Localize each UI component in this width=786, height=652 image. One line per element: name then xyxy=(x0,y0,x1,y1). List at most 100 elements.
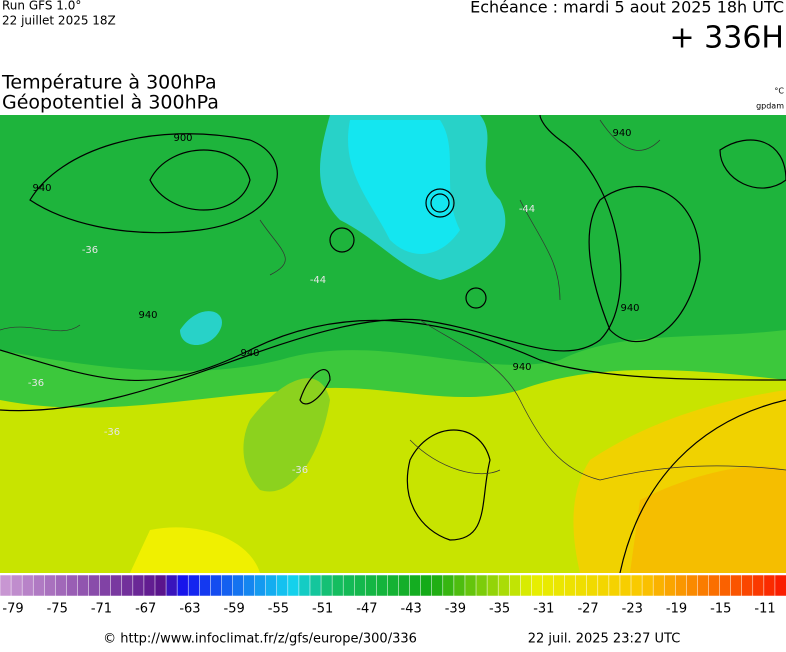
scale-label: -75 xyxy=(47,602,68,617)
scale-swatch xyxy=(287,574,300,597)
scale-label: -23 xyxy=(622,602,643,617)
unit-temp: °C xyxy=(774,87,784,96)
scale-label: -35 xyxy=(489,602,510,617)
scale-swatch xyxy=(66,574,79,597)
scale-label: -63 xyxy=(179,602,200,617)
scale-swatch xyxy=(763,574,776,597)
scale-swatch xyxy=(431,574,444,597)
scale-swatch xyxy=(442,574,455,597)
scale-swatch xyxy=(331,574,344,597)
title-geo: Géopotentiel à 300hPa xyxy=(2,92,219,114)
scale-swatch xyxy=(608,574,621,597)
scale-swatch xyxy=(708,574,721,597)
scale-swatch xyxy=(99,574,112,597)
scale-swatch xyxy=(752,574,765,597)
scale-label: -79 xyxy=(2,602,23,617)
map: 900 940 940 940 940 940 940 -44 -44 -36 -36 -36 -36 xyxy=(0,115,786,573)
scale-swatch xyxy=(553,574,566,597)
unit-geo: gpdam xyxy=(756,102,784,111)
scale-swatch xyxy=(77,574,90,597)
scale-swatch xyxy=(686,574,699,597)
scale-swatch xyxy=(652,574,665,597)
scale-label: -27 xyxy=(577,602,598,617)
scale-swatch xyxy=(165,574,178,597)
contour-label: 940 xyxy=(620,303,639,314)
scale-swatch xyxy=(298,574,311,597)
scale-swatch xyxy=(265,574,278,597)
scale-label: -71 xyxy=(91,602,112,617)
scale-label: -51 xyxy=(312,602,333,617)
scale-label: -19 xyxy=(666,602,687,617)
scale-swatch xyxy=(254,574,267,597)
scale-swatch xyxy=(376,574,389,597)
contour-label: 900 xyxy=(173,133,192,144)
run-date: 22 juillet 2025 18Z xyxy=(2,14,116,28)
color-scale: -79 -75 -71 -67 -63 -59 -55 -51 -47 -43 -39 -35 -31 -… xyxy=(0,574,786,617)
scale-swatch xyxy=(88,574,101,597)
scale-swatch xyxy=(630,574,643,597)
contour-label: -44 xyxy=(310,275,326,286)
scale-swatch xyxy=(365,574,378,597)
scale-swatch xyxy=(398,574,411,597)
scale-swatch xyxy=(176,574,189,597)
contour-label: -36 xyxy=(104,427,120,438)
valid-time: Echéance : mardi 5 aout 2025 18h UTC xyxy=(470,0,784,17)
scale-swatch xyxy=(121,574,134,597)
contour-label: -36 xyxy=(28,378,44,389)
scale-swatch xyxy=(675,574,688,597)
lead-time: + 336H xyxy=(670,21,785,56)
scale-swatch xyxy=(531,574,544,597)
scale-swatch xyxy=(774,574,786,597)
scale-swatch xyxy=(0,574,12,597)
contour-label: 940 xyxy=(32,183,51,194)
scale-swatch xyxy=(132,574,145,597)
scale-swatch xyxy=(44,574,57,597)
scale-swatch xyxy=(697,574,710,597)
scale-swatch xyxy=(586,574,599,597)
scale-swatch xyxy=(409,574,422,597)
scale-swatch xyxy=(520,574,533,597)
scale-swatch xyxy=(55,574,68,597)
scale-swatch xyxy=(508,574,522,597)
scale-swatch xyxy=(21,574,34,597)
contour-label: 940 xyxy=(512,362,531,373)
scale-swatch xyxy=(475,574,488,597)
scale-swatch xyxy=(243,574,256,597)
scale-label: -55 xyxy=(268,602,289,617)
scale-label: -47 xyxy=(356,602,377,617)
scale-swatch xyxy=(309,574,322,597)
scale-label: -31 xyxy=(533,602,554,617)
scale-swatch xyxy=(354,574,367,597)
scale-swatch xyxy=(387,574,400,597)
scale-swatch xyxy=(542,574,555,597)
scale-swatch xyxy=(210,574,223,597)
scale-label: -11 xyxy=(754,602,775,617)
scale-swatch xyxy=(719,574,732,597)
contour-label: -36 xyxy=(82,245,98,256)
scale-swatch xyxy=(564,574,577,597)
scale-swatch xyxy=(221,574,234,597)
title-temp: Température à 300hPa xyxy=(1,72,217,94)
scale-swatch xyxy=(276,574,289,597)
scale-swatch xyxy=(497,574,510,597)
scale-swatch xyxy=(641,574,654,597)
contour-label: 940 xyxy=(138,310,157,321)
scale-swatch xyxy=(453,574,466,597)
source-url: © http://www.infoclimat.fr/z/gfs/europe/… xyxy=(103,632,417,647)
contour-label: -36 xyxy=(292,465,308,476)
scale-label: -43 xyxy=(401,602,422,617)
contour-label: -44 xyxy=(519,204,535,215)
scale-swatch xyxy=(232,574,245,597)
scale-swatch xyxy=(320,574,333,597)
scale-label: -59 xyxy=(224,602,245,617)
scale-swatch xyxy=(143,574,156,597)
generated-time: 22 juil. 2025 23:27 UTC xyxy=(528,632,681,647)
scale-label: -67 xyxy=(135,602,156,617)
scale-swatch xyxy=(420,574,433,597)
scale-swatch xyxy=(110,574,123,597)
scale-label: -39 xyxy=(445,602,466,617)
scale-swatch xyxy=(597,574,610,597)
scale-swatch xyxy=(575,574,588,597)
scale-label: -15 xyxy=(710,602,731,617)
